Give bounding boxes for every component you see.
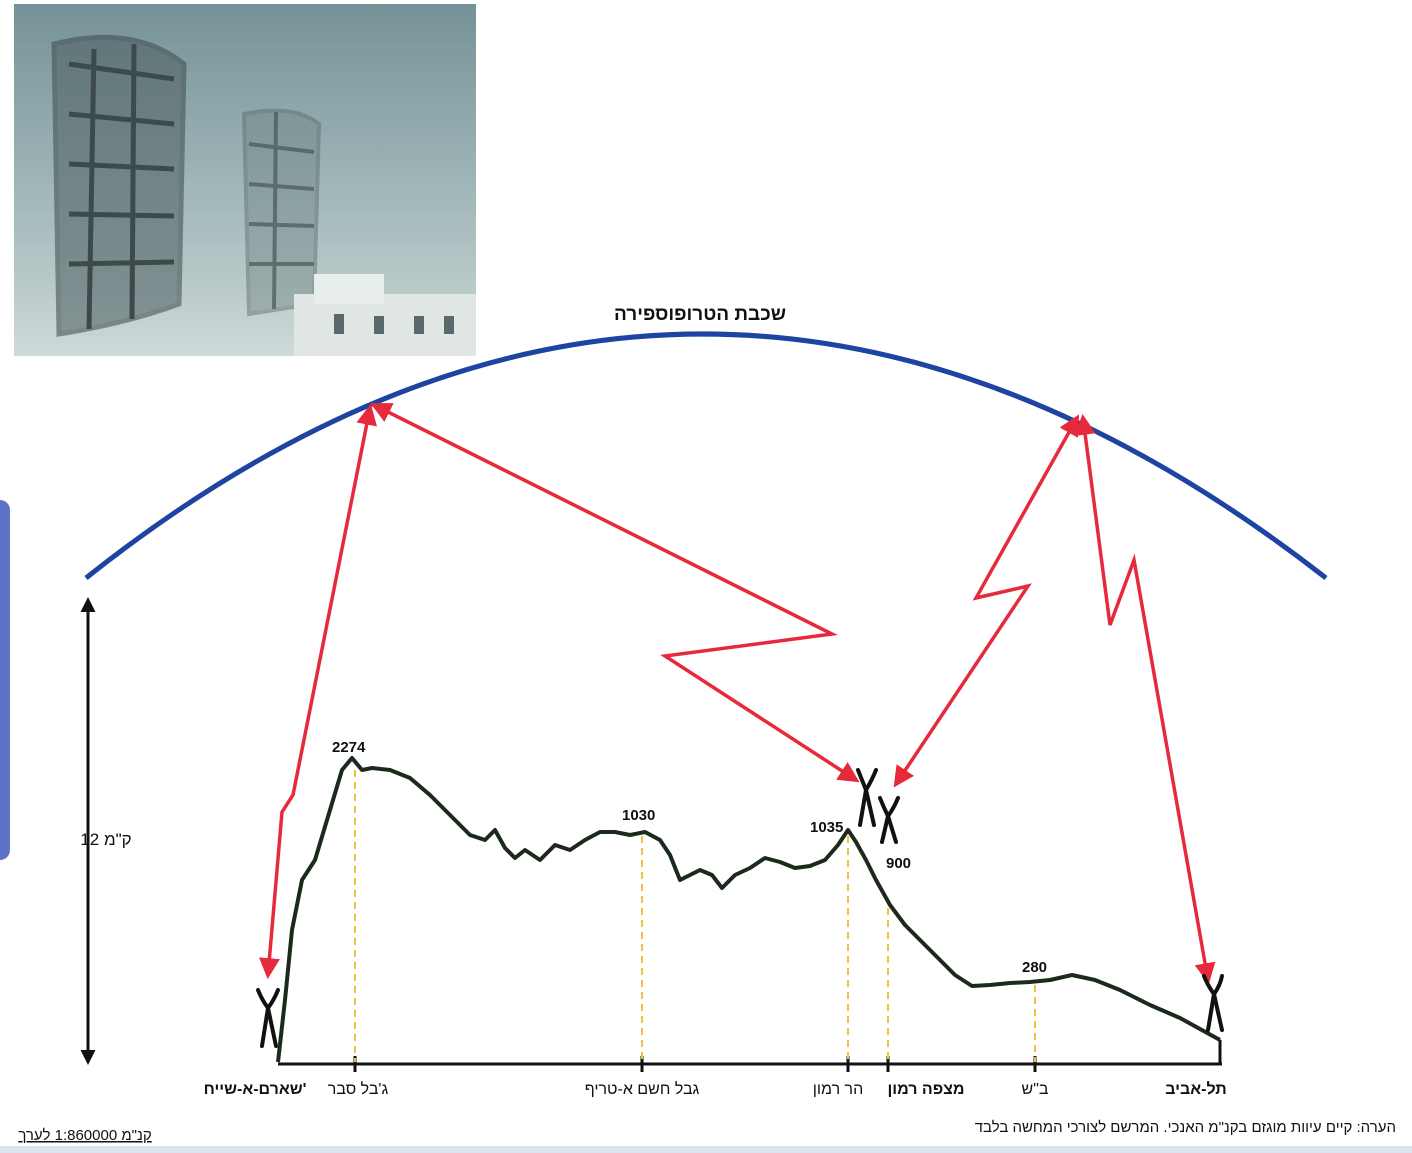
signal-ramon-left xyxy=(370,403,860,783)
height-label: 12 ק"מ xyxy=(80,830,131,849)
signal-telaviv xyxy=(1074,413,1216,985)
peak-beer-sheva-label: 280 xyxy=(1022,959,1047,976)
location-sharm-label: שארם-א-שייח' xyxy=(204,1081,307,1098)
signal-sharm-up xyxy=(258,403,378,980)
footnote: הערה: קיים עיוות מוגזם בקנ"מ האנכי. המרש… xyxy=(975,1119,1396,1136)
tel-aviv-station-icon xyxy=(1202,974,1224,1032)
signal-mitzpe-right xyxy=(893,414,1080,788)
peak-har-ramon-label: 1035 xyxy=(810,819,843,836)
sharm-station-icon xyxy=(256,988,280,1048)
location-tel-aviv-label: תל-אביב xyxy=(1165,1080,1227,1098)
location-har-ramon-label: הר רמון xyxy=(813,1081,864,1098)
scale-note: קנ"מ 1:860000 לערך xyxy=(18,1127,151,1144)
location-gebel-sabar-label: ג'בל סבר xyxy=(328,1080,389,1098)
mitzpe-ramon-station-icon xyxy=(878,796,900,844)
troposphere-arc xyxy=(84,331,1328,580)
side-decoration-band xyxy=(0,500,10,860)
location-beer-sheva-label: ב"ש xyxy=(1022,1081,1049,1098)
bottom-strip xyxy=(0,1146,1412,1153)
peak-mitzpe-ramon-label: 900 xyxy=(886,855,911,872)
peak-gebel-sabar-label: 2274 xyxy=(332,739,366,756)
peak-gevel-chashem-label: 1030 xyxy=(622,807,655,824)
har-ramon-station-icon xyxy=(856,768,878,827)
location-gevel-chashem-label: גבל חשם א-טריף xyxy=(585,1080,700,1098)
radar-antenna-photo xyxy=(14,4,476,356)
layer-label: שכבת הטרופוספירה xyxy=(614,304,786,325)
location-mitzpe-ramon-label: מצפה רמון xyxy=(887,1081,964,1098)
terrain-profile xyxy=(276,756,1221,1063)
